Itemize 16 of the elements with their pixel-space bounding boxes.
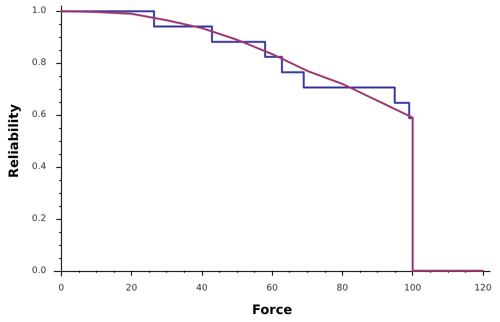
y-tick-label: 0.0	[32, 266, 46, 276]
x-tick-label: 60	[266, 284, 278, 294]
y-axis-title: Reliability	[7, 104, 22, 178]
y-tick-label: 0.2	[32, 214, 46, 224]
y-tick-label: 1.0	[32, 6, 46, 16]
x-axis-title: Force	[252, 303, 292, 318]
line-series	[60, 10, 484, 272]
x-tick-label: 40	[196, 284, 208, 294]
x-tick-label: 0	[58, 284, 64, 294]
y-tick-label: 0.6	[32, 110, 46, 120]
x-tick-label: 80	[336, 284, 348, 294]
y-tick-label: 0.4	[32, 162, 46, 172]
x-tick-label: 120	[474, 284, 492, 294]
x-tick-label: 100	[404, 284, 422, 294]
y-tick-label: 0.8	[32, 58, 46, 68]
x-tick-label: 20	[126, 284, 138, 294]
